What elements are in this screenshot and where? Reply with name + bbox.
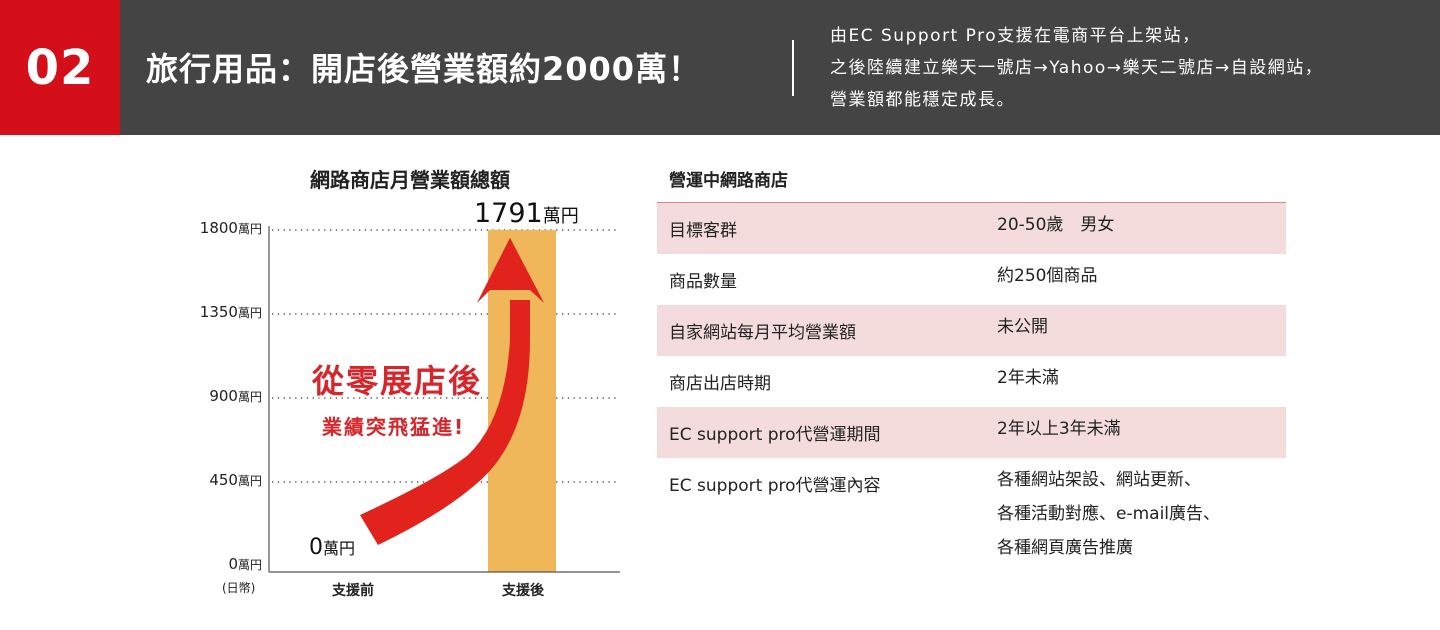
y-tick-label: 1800萬円 <box>199 219 262 237</box>
header-banner: 02 旅行用品：開店後營業額約2000萬！ 由EC Support Pro支援在… <box>0 0 1440 135</box>
case-description: 由EC Support Pro支援在電商平台上架站， 之後陸續建立樂天一號店→Y… <box>830 20 1323 116</box>
table-row: 商店出店時期 2年未滿 <box>657 356 1286 407</box>
case-number: 02 <box>0 0 120 135</box>
y-tick-label: 0萬円 <box>228 555 262 573</box>
y-tick-label: 900萬円 <box>209 387 262 405</box>
y-tick-label: 450萬円 <box>209 471 262 489</box>
growth-arrow-body <box>360 300 530 545</box>
callout-headline: 從零展店後 <box>312 362 483 400</box>
table-row: 目標客群 20-50歲 男女 <box>657 203 1286 254</box>
row-value: 20-50歲 男女 <box>997 215 1115 235</box>
value-label-before: 0萬円 <box>309 535 356 560</box>
currency-note: (日幣) <box>222 581 256 595</box>
table-row: EC support pro代營運內容 各種網站架設、網站更新、 各種活動對應、… <box>657 458 1286 568</box>
y-tick-label: 1350萬円 <box>199 303 262 321</box>
row-value: 2年未滿 <box>997 368 1059 388</box>
row-key: 商品數量 <box>669 272 737 292</box>
row-key: 自家網站每月平均營業額 <box>669 323 856 343</box>
row-value: 未公開 <box>997 317 1048 337</box>
row-value: 約250個商品 <box>997 266 1098 286</box>
x-category-label: 支援後 <box>502 583 544 599</box>
header-divider <box>792 40 794 96</box>
row-value: 各種網站架設、網站更新、 各種活動對應、e-mail廣告、 各種網頁廣告推廣 <box>997 470 1221 558</box>
row-value: 2年以上3年未滿 <box>997 419 1121 439</box>
description-line: 營業額都能穩定成長。 <box>830 90 1015 110</box>
value-label-after: 1791萬円 <box>474 198 579 229</box>
row-key: EC support pro代營運內容 <box>669 476 881 496</box>
info-title: 營運中網路商店 <box>669 171 788 191</box>
info-table: 目標客群 20-50歲 男女 商品數量 約250個商品 自家網站每月平均營業額 … <box>657 202 1286 568</box>
row-key: EC support pro代營運期間 <box>669 425 881 445</box>
table-row: 自家網站每月平均營業額 未公開 <box>657 305 1286 356</box>
x-category-label: 支援前 <box>332 583 374 599</box>
row-key: 商店出店時期 <box>669 374 771 394</box>
description-line: 由EC Support Pro支援在電商平台上架站， <box>830 26 1201 46</box>
callout-subline: 業績突飛猛進! <box>322 415 466 439</box>
case-title: 旅行用品：開店後營業額約2000萬！ <box>146 50 702 88</box>
table-row: EC support pro代營運期間 2年以上3年未滿 <box>657 407 1286 458</box>
chart-title: 網路商店月營業額總額 <box>310 168 510 192</box>
bar-chart <box>268 226 620 573</box>
description-line: 之後陸續建立樂天一號店→Yahoo→樂天二號店→自設網站， <box>830 58 1324 78</box>
row-key: 目標客群 <box>669 221 737 241</box>
table-row: 商品數量 約250個商品 <box>657 254 1286 305</box>
